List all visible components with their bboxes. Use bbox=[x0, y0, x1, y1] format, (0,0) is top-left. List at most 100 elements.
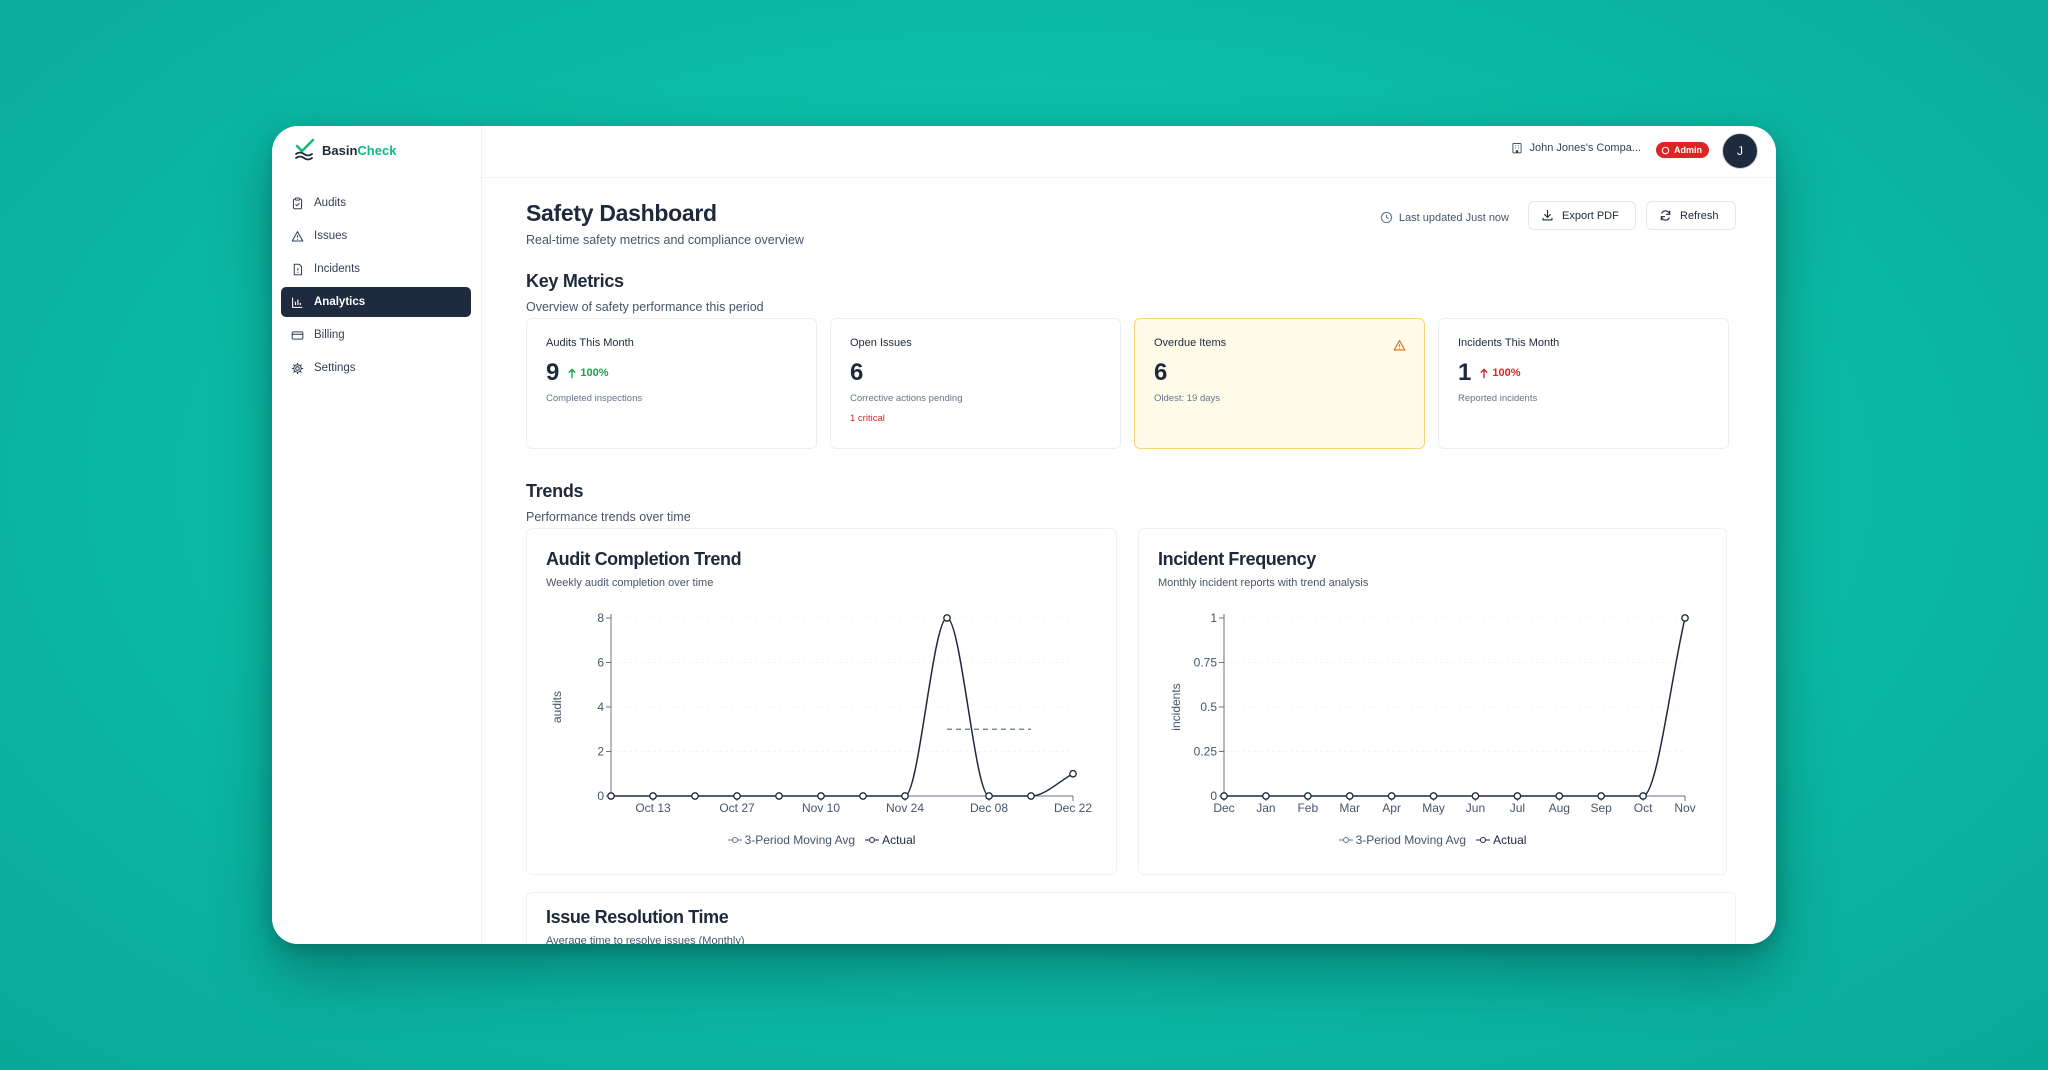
data-point bbox=[901, 792, 909, 800]
export-pdf-button[interactable]: Export PDF bbox=[1528, 201, 1636, 230]
metric-value: 1 bbox=[1458, 359, 1472, 386]
data-point bbox=[1220, 792, 1228, 800]
legend-actual[interactable]: Actual bbox=[1476, 833, 1526, 847]
y-tick-label: 0.75 bbox=[1194, 656, 1218, 670]
key-metrics-title: Key Metrics bbox=[526, 271, 624, 291]
logo-checkmark-icon bbox=[295, 138, 315, 161]
data-point bbox=[817, 792, 825, 800]
issue-resolution-chart-card: Issue Resolution Time Average time to re… bbox=[526, 892, 1736, 944]
metric-trend: 100% bbox=[1479, 367, 1521, 379]
refresh-icon bbox=[1660, 210, 1671, 221]
logo[interactable]: BasinCheck bbox=[294, 138, 396, 162]
legend-line-icon bbox=[1476, 837, 1491, 843]
gear-icon bbox=[291, 362, 304, 374]
chart-legend: 3-Period Moving Avg Actual bbox=[1139, 833, 1726, 847]
app-window: BasinCheck Audits Issues Incidents Analy… bbox=[272, 126, 1776, 944]
data-point bbox=[1681, 614, 1689, 622]
refresh-button[interactable]: Refresh bbox=[1646, 201, 1736, 230]
metric-label: Incidents This Month bbox=[1458, 337, 1560, 349]
x-tick-label: May bbox=[1422, 801, 1445, 815]
warning-triangle-icon bbox=[1393, 340, 1406, 351]
data-point bbox=[1069, 769, 1077, 778]
y-tick-label: 0.25 bbox=[1194, 745, 1218, 759]
sidebar-item-billing[interactable]: Billing bbox=[281, 320, 471, 350]
data-point bbox=[1639, 792, 1647, 800]
sidebar-item-analytics[interactable]: Analytics bbox=[281, 287, 471, 317]
last-updated: Last updated Just now bbox=[1380, 211, 1509, 224]
data-point bbox=[1262, 792, 1270, 800]
legend-line-icon bbox=[727, 837, 742, 843]
logo-text: BasinCheck bbox=[322, 142, 397, 158]
audit-completion-chart-card: Audit Completion Trend Weekly audit comp… bbox=[526, 528, 1117, 875]
y-tick-label: 4 bbox=[597, 700, 604, 714]
chart-title: Issue Resolution Time bbox=[546, 907, 729, 927]
y-tick-label: 0 bbox=[1210, 789, 1217, 803]
sidebar-item-label: Analytics bbox=[314, 296, 366, 308]
x-tick-label: Feb bbox=[1297, 801, 1318, 815]
x-tick-label: Aug bbox=[1549, 801, 1570, 815]
x-tick-label: Jan bbox=[1256, 801, 1275, 815]
legend-line-icon bbox=[1338, 837, 1353, 843]
incident-frequency-chart-card: Incident Frequency Monthly incident repo… bbox=[1138, 528, 1727, 875]
bar-chart-icon bbox=[292, 297, 303, 308]
metric-label: Audits This Month bbox=[546, 337, 634, 349]
y-tick-label: 2 bbox=[597, 745, 604, 759]
data-point bbox=[859, 792, 867, 800]
metric-note: Oldest: 19 days bbox=[1154, 393, 1221, 404]
page-subtitle: Real-time safety metrics and compliance … bbox=[526, 233, 804, 247]
y-tick-label: 6 bbox=[597, 656, 604, 670]
download-icon bbox=[1542, 210, 1553, 221]
y-axis-label: incidents bbox=[1169, 683, 1183, 730]
avatar[interactable]: J bbox=[1722, 133, 1758, 169]
clipboard-icon bbox=[292, 196, 303, 209]
sidebar-item-label: Incidents bbox=[314, 263, 361, 275]
sidebar-item-issues[interactable]: Issues bbox=[281, 221, 471, 251]
trends-subtitle: Performance trends over time bbox=[526, 510, 691, 524]
metric-value: 6 bbox=[850, 359, 864, 386]
x-tick-label: Oct bbox=[1634, 801, 1653, 815]
data-point bbox=[1387, 792, 1396, 800]
metric-note: Completed inspections bbox=[546, 393, 643, 404]
legend-actual[interactable]: Actual bbox=[865, 833, 915, 847]
incident-frequency-chart: 0 0.25 0.5 0.75 1 Dec Jan Feb Mar Apr May Jun Jul Aug… bbox=[1169, 611, 1696, 815]
main-content: Safety Dashboard Real-time safety metric… bbox=[526, 178, 1736, 944]
data-point bbox=[1513, 792, 1522, 800]
data-point bbox=[1345, 792, 1354, 800]
x-tick-label: Jun bbox=[1466, 801, 1485, 815]
y-tick-label: 8 bbox=[597, 611, 604, 625]
y-tick-label: 0 bbox=[597, 789, 604, 803]
company-name: John Jones's Compa... bbox=[1529, 142, 1641, 154]
sidebar-item-settings[interactable]: Settings bbox=[281, 353, 471, 383]
data-point bbox=[943, 614, 951, 622]
metric-note: Reported incidents bbox=[1458, 393, 1538, 404]
top-bar: John Jones's Compa... Admin J bbox=[482, 126, 1776, 178]
y-axis-label: audits bbox=[550, 691, 564, 723]
sidebar-item-audits[interactable]: Audits bbox=[281, 188, 471, 218]
key-metrics-subtitle: Overview of safety performance this peri… bbox=[526, 300, 764, 314]
sidebar-nav: Audits Issues Incidents Analytics Billin… bbox=[281, 188, 471, 386]
company-switcher[interactable]: John Jones's Compa... bbox=[1511, 142, 1641, 154]
critical-count: 1 critical bbox=[850, 413, 885, 424]
x-tick-label: Sep bbox=[1591, 801, 1613, 815]
x-tick-label: Apr bbox=[1382, 801, 1401, 815]
legend-line-icon bbox=[865, 837, 880, 843]
credit-card-icon bbox=[291, 330, 304, 340]
sidebar-item-incidents[interactable]: Incidents bbox=[281, 254, 471, 284]
sidebar: BasinCheck Audits Issues Incidents Analy… bbox=[272, 126, 482, 944]
data-point bbox=[691, 792, 699, 800]
arrow-up-icon bbox=[568, 367, 577, 378]
data-point bbox=[1303, 792, 1312, 800]
data-point bbox=[775, 792, 783, 800]
y-tick-label: 1 bbox=[1210, 611, 1217, 625]
x-tick-label: Mar bbox=[1339, 801, 1360, 815]
data-point bbox=[649, 792, 657, 800]
warning-triangle-icon bbox=[291, 230, 304, 241]
data-point bbox=[985, 792, 993, 800]
legend-moving-avg[interactable]: 3-Period Moving Avg bbox=[1338, 833, 1466, 847]
legend-moving-avg[interactable]: 3-Period Moving Avg bbox=[727, 833, 855, 847]
arrow-up-icon bbox=[1480, 367, 1489, 378]
x-tick-label: Nov 24 bbox=[886, 801, 924, 815]
data-point bbox=[1471, 792, 1480, 800]
page-title: Safety Dashboard bbox=[526, 200, 717, 226]
x-tick-label: Nov 10 bbox=[802, 801, 840, 815]
